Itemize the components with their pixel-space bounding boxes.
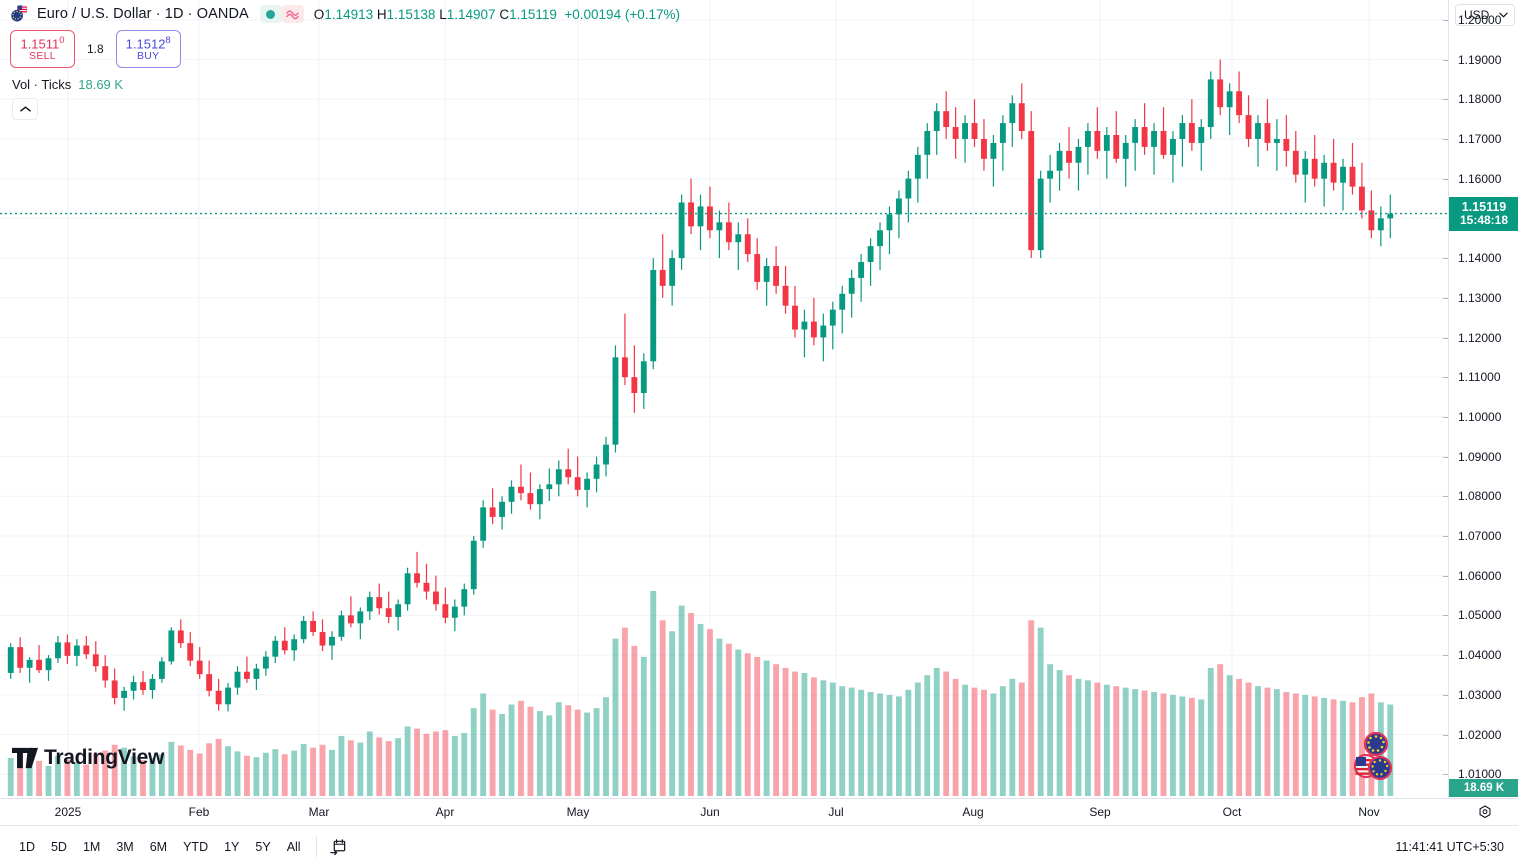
go-to-date-icon xyxy=(330,839,346,855)
price-tick: 1.20000 xyxy=(1443,13,1518,27)
range-button-all[interactable]: All xyxy=(286,839,301,854)
price-tick: 1.09000 xyxy=(1443,450,1518,464)
symbol-title: Euro / U.S. Dollar · 1D · OANDA xyxy=(37,6,249,22)
time-tick: Apr xyxy=(435,805,455,819)
volume-legend-value: 18.69 K xyxy=(78,77,124,92)
time-tick: Feb xyxy=(188,805,210,819)
time-tick: Oct xyxy=(1222,805,1242,819)
range-button-5y[interactable]: 5Y xyxy=(255,839,271,854)
price-tick: 1.05000 xyxy=(1443,608,1518,622)
ohlc-l-label: L xyxy=(439,6,447,22)
price-tick: 1.11000 xyxy=(1443,370,1518,384)
trade-widget: 1.15110 SELL 1.8 1.15128 BUY xyxy=(10,30,181,68)
time-tick: 2025 xyxy=(54,805,82,819)
go-to-date-button[interactable] xyxy=(327,835,351,859)
gear-icon xyxy=(1479,805,1491,819)
range-button-1y[interactable]: 1Y xyxy=(224,839,240,854)
candlestick-series xyxy=(7,59,1394,797)
time-axis-settings-button[interactable] xyxy=(1476,804,1494,822)
time-tick: May xyxy=(566,805,590,819)
ohlc-change: +0.00194 xyxy=(564,6,622,22)
ohlc-h-label: H xyxy=(376,6,387,22)
price-tick: 1.16000 xyxy=(1443,172,1518,186)
price-tick: 1.14000 xyxy=(1443,251,1518,265)
time-tick: Nov xyxy=(1358,805,1380,819)
chart-legend: Euro / U.S. Dollar · 1D · OANDA O1.14913… xyxy=(10,4,680,24)
current-price-value: 1.15119 xyxy=(1461,199,1507,214)
volume-value-badge: 18.69 K xyxy=(1449,779,1518,797)
ohlc-o-label: O xyxy=(313,6,325,22)
currency-selector[interactable]: USD xyxy=(1455,4,1515,26)
time-axis[interactable]: 2025 Feb Mar Apr May Jun Jul Aug Sep Oct Nov xyxy=(0,798,1518,826)
price-tick: 1.06000 xyxy=(1443,569,1518,583)
legend-toggles[interactable] xyxy=(259,5,304,23)
chart-pane[interactable]: TradingView xyxy=(0,0,1448,798)
time-tick: Jun xyxy=(700,805,720,819)
ohlc-c-value: 1.15119 xyxy=(509,6,557,22)
price-tick: 1.04000 xyxy=(1443,648,1518,662)
buy-button[interactable]: 1.15128 BUY xyxy=(115,30,181,68)
sell-price: 1.1511 xyxy=(20,35,60,51)
eurusd-flags-icon xyxy=(11,4,28,22)
sell-price-sup: 0 xyxy=(59,34,65,46)
chart-gridlines xyxy=(0,0,1448,798)
volume-badge-value: 18.69 K xyxy=(1463,782,1505,794)
price-line-overlay xyxy=(0,212,1448,215)
price-tick: 1.03000 xyxy=(1443,688,1518,702)
current-price-time: 15:48:18 xyxy=(1459,212,1509,227)
volume-indicator-legend[interactable]: Vol · Ticks 18.69 K xyxy=(12,77,123,92)
ohlc-o-value: 1.14913 xyxy=(324,6,374,22)
buy-price-sup: 8 xyxy=(165,34,171,46)
clock-label: 11:41:41 UTC+5:30 xyxy=(1395,839,1504,854)
price-tick: 1.10000 xyxy=(1443,410,1518,424)
price-tick: 1.13000 xyxy=(1443,291,1518,305)
price-tick: 1.07000 xyxy=(1443,529,1518,543)
price-tick: 1.18000 xyxy=(1443,92,1518,106)
time-tick: Aug xyxy=(962,805,984,819)
price-tick: 1.02000 xyxy=(1443,728,1518,742)
currency-label: USD xyxy=(1464,8,1490,22)
volume-legend-title: Vol · Ticks xyxy=(12,77,72,92)
ohlc-c-label: C xyxy=(499,6,510,22)
chevron-up-icon xyxy=(19,106,31,112)
sell-button[interactable]: 1.15110 SELL xyxy=(10,30,75,68)
buy-price: 1.1512 xyxy=(125,35,166,51)
ohlc-l-value: 1.14907 xyxy=(446,6,496,22)
price-tick: 1.08000 xyxy=(1443,489,1518,503)
range-button-5d[interactable]: 5D xyxy=(50,839,67,854)
sell-label: SELL xyxy=(29,50,56,63)
price-tick: 1.17000 xyxy=(1443,132,1518,146)
visibility-dot-icon[interactable] xyxy=(259,5,282,23)
ohlc-h-value: 1.15138 xyxy=(386,6,436,22)
buy-label: BUY xyxy=(136,50,160,63)
ohlc-values: O1.14913 H1.15138 L1.14907 C1.15119 +0.0… xyxy=(314,7,680,22)
price-tick: 1.19000 xyxy=(1443,53,1518,67)
currency-flag-badges-icon xyxy=(1346,730,1402,786)
time-tick: Jul xyxy=(828,805,844,819)
collapse-pane-button[interactable] xyxy=(12,98,38,120)
time-tick: Sep xyxy=(1089,805,1111,819)
price-tick: 1.01000 xyxy=(1443,767,1518,781)
range-button-3m[interactable]: 3M xyxy=(116,839,134,854)
ohlc-change-pct: (+0.17%) xyxy=(624,6,680,22)
range-button-6m[interactable]: 6M xyxy=(149,839,168,854)
price-tick: 1.12000 xyxy=(1443,331,1518,345)
chevron-down-icon xyxy=(1499,12,1508,18)
range-button-1m[interactable]: 1M xyxy=(82,839,101,854)
bottom-toolbar: 1D 5D 1M 3M 6M YTD 1Y 5Y All 11:41:41 UTC+5:30 xyxy=(0,827,1518,866)
wave-icon[interactable] xyxy=(281,5,304,23)
range-button-1d[interactable]: 1D xyxy=(19,839,35,854)
spread-value: 1.8 xyxy=(87,42,104,56)
range-button-ytd[interactable]: YTD xyxy=(183,839,209,854)
current-price-badge: 1.15119 15:48:18 xyxy=(1449,196,1518,231)
time-tick: Mar xyxy=(308,805,330,819)
toolbar-divider xyxy=(315,836,317,857)
price-axis[interactable]: USD 1.20000 1.19000 1.18000 1.17000 1.16000 1… xyxy=(1443,0,1518,798)
